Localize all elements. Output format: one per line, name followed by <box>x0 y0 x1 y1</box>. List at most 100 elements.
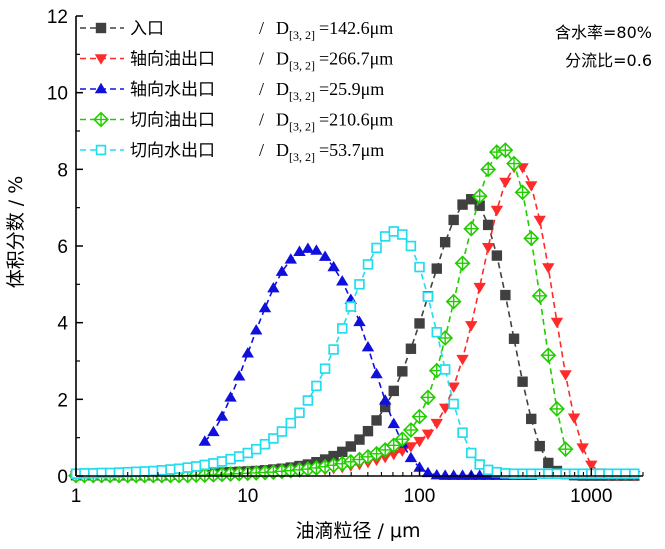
series-4-point-45 <box>445 293 462 310</box>
series-5-point-33 <box>345 301 357 312</box>
series-2-point-49 <box>481 242 495 254</box>
legend-marker-1 <box>95 22 107 34</box>
series-5-point-29 <box>311 380 322 392</box>
axes: 0 2 4 6 8 10 12 1 10 100 1000 <box>47 7 644 507</box>
series-3-point-11 <box>284 253 297 264</box>
series-3-point-17 <box>336 275 349 286</box>
series-1-point-45 <box>448 214 459 226</box>
series-2-point-45 <box>447 382 460 393</box>
legend-d-5: D <box>276 140 289 160</box>
series-1-point-38 <box>388 385 399 397</box>
series-5-point-35 <box>362 259 374 270</box>
legend-d-sub-2: [3, 2] <box>289 59 315 73</box>
legend-marker-4 <box>93 111 109 128</box>
series-5-point-49 <box>482 464 494 476</box>
legend-d-2: D <box>276 49 289 69</box>
series-5-point-12 <box>165 464 176 475</box>
legend-label-3: 轴向水出口 <box>130 80 215 100</box>
series-5-point-16 <box>199 459 211 471</box>
series-5-point-44 <box>439 364 451 375</box>
legend-slash-5: / <box>259 140 264 160</box>
series-5-point-38 <box>388 226 400 237</box>
series-2-point-55 <box>533 215 546 227</box>
plot-series <box>68 142 641 484</box>
series-4-point-40 <box>402 422 419 438</box>
series-1-point-56 <box>543 457 554 469</box>
series-5-point-48 <box>474 459 485 470</box>
series-5-point-30 <box>319 363 331 374</box>
y-tick-label-0: 0 <box>57 467 68 488</box>
x-tick-label-10: 10 <box>237 486 258 507</box>
series-5-point-37 <box>379 231 391 242</box>
series-5-point-11 <box>156 465 168 476</box>
legend-slash-2: / <box>259 49 264 69</box>
series-2-point-38 <box>387 449 400 461</box>
series-3-line <box>204 247 532 477</box>
y-tick-label-2: 2 <box>57 390 68 411</box>
series-4-point-57 <box>549 400 565 417</box>
x-tick-label-1000: 1000 <box>570 486 612 507</box>
series-2-point-44 <box>438 403 452 414</box>
series-4-point-52 <box>506 155 522 172</box>
series-1-point-52 <box>508 333 520 344</box>
series-3-point-23 <box>387 417 400 429</box>
series-1-point-40 <box>405 343 417 354</box>
series-3-point-33 <box>473 469 486 480</box>
series-5-point-26 <box>285 417 297 429</box>
series-3-point-12 <box>293 245 306 256</box>
legend-d-sub-5: [3, 2] <box>289 150 315 164</box>
series-1-point-36 <box>371 415 382 426</box>
series-2-point-41 <box>413 436 426 448</box>
series-3 <box>198 242 538 480</box>
series-3-point-26 <box>413 461 426 472</box>
legend-label-1: 入口 <box>130 19 164 39</box>
legend-d-value-2: =266.7μm <box>319 49 393 69</box>
series-1-point-32 <box>337 446 348 458</box>
legend-d-1: D <box>276 18 289 38</box>
series-4-point-58 <box>557 441 574 458</box>
series-5-point-13 <box>173 463 185 474</box>
legend-d-4: D <box>276 110 289 130</box>
legend-item-3: 轴向水出口 / D [3, 2] =25.9μm <box>80 79 384 103</box>
series-2-point-51 <box>499 177 512 189</box>
series-5-point-36 <box>371 242 382 254</box>
series-3-point-31 <box>456 469 469 480</box>
series-5 <box>70 226 640 479</box>
legend-item-1: 入口 / D [3, 2] =142.6μm <box>80 18 393 42</box>
series-5-point-41 <box>414 261 425 273</box>
series-1-point-41 <box>414 318 425 329</box>
series-3-point-5 <box>232 370 246 381</box>
series-5-point-46 <box>457 427 468 438</box>
series-2-point-61 <box>585 460 598 472</box>
series-5-point-24 <box>268 433 279 444</box>
series-5-point-14 <box>182 462 193 473</box>
series-5-point-23 <box>259 438 271 450</box>
series-2-point-42 <box>421 429 435 441</box>
series-2-point-54 <box>525 181 538 192</box>
series-2-point-59 <box>567 413 581 424</box>
series-5-point-45 <box>448 398 459 410</box>
series-3-point-15 <box>318 250 332 261</box>
series-2 <box>69 162 641 482</box>
legend-item-2: 轴向油出口 / D [3, 2] =266.7μm <box>80 49 393 73</box>
legend-marker-2 <box>94 54 108 65</box>
series-4-point-56 <box>540 347 557 364</box>
series-4-point-48 <box>471 188 488 205</box>
series-5-point-15 <box>190 461 202 472</box>
legend-marker-3 <box>94 82 108 94</box>
series-2-point-43 <box>430 418 443 430</box>
series-3-point-13 <box>301 242 315 253</box>
series-3-point-4 <box>224 391 237 402</box>
annotation-1: 含水率=80% <box>555 23 652 42</box>
series-1-point-49 <box>482 219 494 231</box>
series-1-point-55 <box>534 440 545 452</box>
series-2-point-50 <box>490 205 504 217</box>
series-5-point-18 <box>216 456 228 467</box>
series-3-point-19 <box>353 315 366 327</box>
series-5-point-25 <box>276 426 288 437</box>
legend-d-value-5: =53.7μm <box>319 140 384 160</box>
series-1-point-51 <box>500 289 511 301</box>
series-2-point-57 <box>550 317 564 329</box>
legend-d-value-3: =25.9μm <box>319 79 384 99</box>
legend-d-value-1: =142.6μm <box>319 18 393 38</box>
